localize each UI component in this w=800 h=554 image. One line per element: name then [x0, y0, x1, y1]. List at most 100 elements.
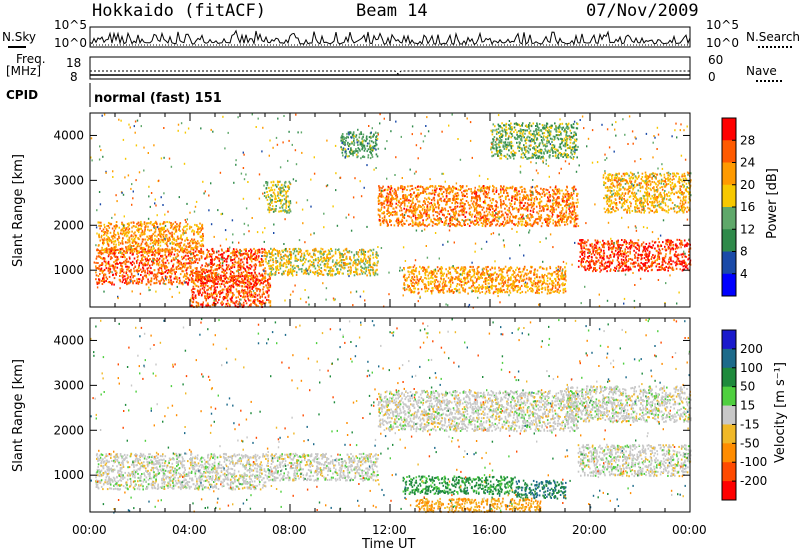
- data-cell: [422, 190, 424, 193]
- data-cell: [371, 154, 373, 156]
- data-cell: [155, 282, 157, 285]
- data-cell: [355, 251, 358, 254]
- data-cell: [503, 218, 506, 221]
- data-cell: [137, 227, 139, 230]
- data-cell: [231, 259, 234, 261]
- data-cell: [355, 261, 357, 264]
- data-cell: [217, 273, 220, 276]
- data-cell: [404, 187, 406, 190]
- data-cell: [428, 209, 430, 212]
- data-cell: [243, 248, 246, 251]
- data-cell: [546, 220, 549, 223]
- data-cell: [270, 186, 273, 189]
- data-cell: [425, 198, 428, 201]
- data-cell: [225, 263, 228, 266]
- data-cell: [144, 226, 146, 229]
- data-cell: [248, 250, 250, 252]
- data-cell: [177, 254, 180, 257]
- data-cell: [226, 282, 229, 284]
- data-cell: [461, 210, 464, 213]
- data-cell: [399, 198, 402, 200]
- data-cell: [417, 195, 419, 198]
- data-cell: [383, 206, 386, 209]
- data-cell: [128, 282, 130, 285]
- data-cell: [421, 216, 423, 219]
- data-cell: [348, 150, 351, 153]
- data-cell: [127, 238, 129, 241]
- data-cell: [360, 260, 363, 262]
- data-cell: [208, 253, 211, 256]
- data-cell: [416, 188, 418, 191]
- data-cell: [147, 237, 150, 240]
- data-cell: [559, 224, 561, 227]
- data-cell: [138, 245, 141, 248]
- data-cell: [213, 281, 215, 284]
- data-cell: [165, 257, 167, 260]
- data-cell: [314, 249, 316, 252]
- data-cell: [382, 195, 384, 198]
- data-cell: [239, 254, 242, 257]
- data-cell: [121, 275, 123, 278]
- data-cell: [190, 261, 193, 264]
- data-cell: [526, 202, 529, 205]
- data-cell: [434, 189, 436, 192]
- data-cell: [392, 211, 394, 214]
- data-cell: [262, 263, 264, 266]
- data-cell: [204, 292, 206, 295]
- data-cell: [436, 211, 438, 214]
- data-cell: [500, 191, 502, 194]
- freq-tick-left-bottom: 8: [70, 70, 78, 84]
- data-cell: [558, 215, 561, 218]
- data-cell: [223, 251, 225, 254]
- data-cell: [516, 208, 519, 211]
- data-cell: [96, 267, 99, 269]
- data-cell: [416, 218, 419, 221]
- data-cell: [176, 261, 179, 264]
- data-cell: [103, 268, 106, 271]
- data-cell: [128, 222, 130, 225]
- data-cell: [432, 197, 435, 200]
- data-cell: [120, 262, 122, 265]
- data-cell: [140, 282, 143, 284]
- data-cell: [517, 224, 519, 227]
- data-cell: [402, 216, 404, 219]
- data-cell: [576, 217, 579, 220]
- beam-title: Beam 14: [356, 1, 428, 21]
- data-cell: [208, 255, 210, 258]
- data-cell: [119, 268, 122, 271]
- data-cell: [362, 259, 364, 262]
- data-cell: [160, 233, 163, 236]
- data-cell: [218, 283, 221, 286]
- data-cell: [540, 209, 543, 212]
- data-cell: [503, 202, 505, 205]
- data-cell: [289, 182, 291, 185]
- data-cell: [463, 220, 466, 223]
- data-cell: [192, 287, 194, 290]
- data-cell: [158, 251, 160, 253]
- data-cell: [119, 275, 121, 277]
- data-cell: [410, 216, 412, 219]
- data-cell: [371, 269, 374, 272]
- data-cell: [214, 291, 216, 294]
- data-cell: [425, 219, 428, 222]
- data-cell: [267, 262, 270, 265]
- data-cell: [130, 278, 132, 281]
- data-cell: [300, 249, 302, 252]
- data-cell: [326, 272, 329, 275]
- data-cell: [569, 196, 571, 199]
- data-cell: [101, 270, 104, 273]
- data-cell: [432, 214, 435, 217]
- data-cell: [270, 208, 272, 211]
- data-cell: [316, 272, 319, 275]
- data-cell: [131, 230, 133, 233]
- data-cell: [137, 281, 139, 284]
- data-cell: [258, 279, 261, 282]
- data-cell: [452, 208, 455, 211]
- data-cell: [272, 210, 275, 213]
- data-cell: [437, 206, 440, 209]
- data-cell: [229, 304, 231, 307]
- data-cell: [411, 184, 413, 187]
- data-cell: [294, 267, 296, 270]
- data-cell: [393, 224, 396, 227]
- data-cell: [169, 271, 172, 274]
